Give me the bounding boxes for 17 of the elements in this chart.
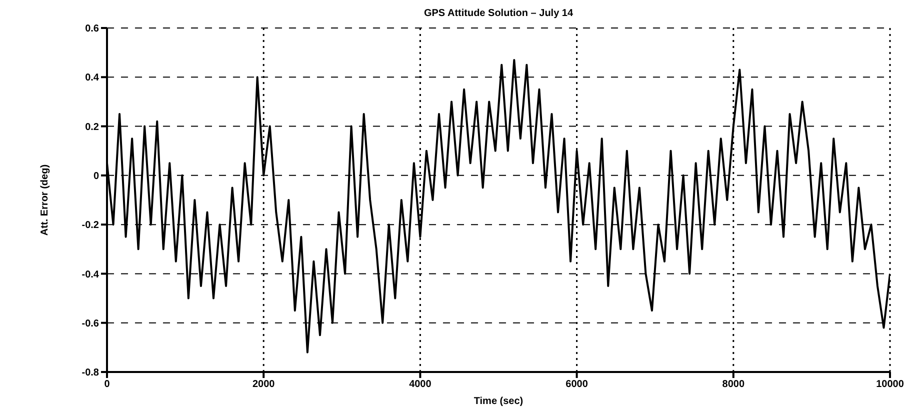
- y-tick-label: 0.2: [85, 122, 100, 133]
- chart-title: GPS Attitude Solution – July 14: [422, 8, 574, 19]
- x-tick-label: 2000: [252, 379, 276, 390]
- x-tick-label: 4000: [409, 379, 432, 390]
- y-tick-label: 0.4: [85, 72, 100, 84]
- x-tick-label: 10000: [876, 379, 904, 390]
- x-axis-title: Time (sec): [474, 396, 524, 407]
- y-tick-label: 0: [93, 170, 100, 182]
- y-axis-title: Att. Error (deg): [40, 164, 51, 236]
- x-tick-label: 8000: [722, 379, 745, 390]
- y-tick-label: -0.8: [82, 368, 100, 379]
- y-tick-label: 0.6: [85, 24, 100, 35]
- y-tick-label: -0.4: [82, 269, 100, 280]
- x-tick-label: 0: [104, 379, 110, 390]
- y-tick-label: -0.2: [82, 220, 100, 232]
- y-tick-label: -0.6: [82, 318, 100, 330]
- x-tick-label: 6000: [566, 379, 588, 390]
